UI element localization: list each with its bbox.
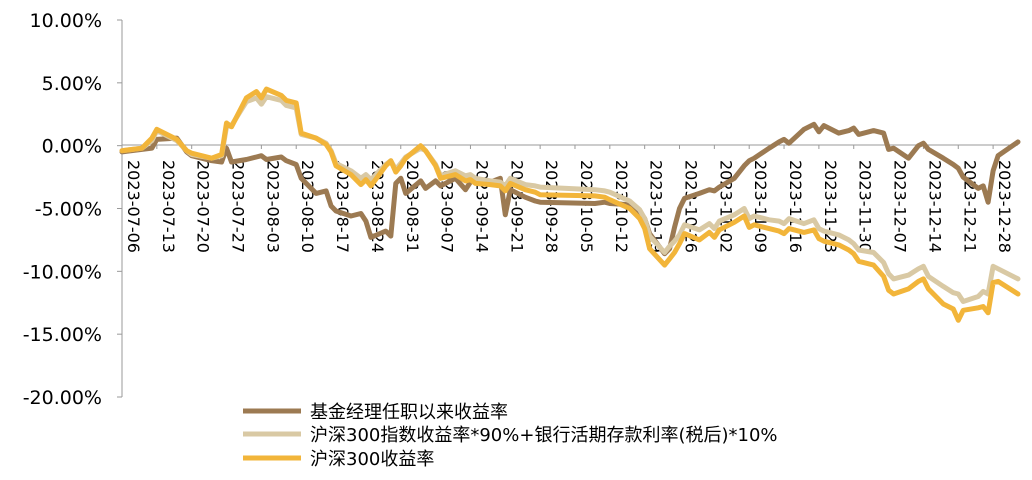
x-tick-label: 2023-11-02 xyxy=(716,160,735,253)
y-tick-label: -10.00% xyxy=(23,261,102,283)
legend-label-3: 沪深300收益率 xyxy=(310,449,434,470)
x-tick-label: 2023-12-07 xyxy=(891,160,910,253)
x-tick-label: 2023-11-16 xyxy=(786,160,805,253)
x-tick-label: 2023-12-28 xyxy=(995,160,1014,253)
x-tick-label: 2023-08-31 xyxy=(403,160,422,253)
x-tick-label: 2023-09-21 xyxy=(507,160,526,253)
x-tick-label: 2023-07-13 xyxy=(159,160,178,253)
y-tick-label: -20.00% xyxy=(23,387,102,409)
x-tick-label: 2023-08-17 xyxy=(333,160,352,253)
x-tick-label: 2023-10-19 xyxy=(647,160,666,253)
y-tick-label: -5.00% xyxy=(35,199,102,221)
x-tick-label: 2023-12-14 xyxy=(925,160,944,253)
legend-label-1: 基金经理任职以来收益率 xyxy=(310,402,508,423)
y-tick-label: 5.00% xyxy=(42,73,102,95)
y-tick-label: 0.00% xyxy=(42,136,102,158)
x-tick-label: 2023-10-05 xyxy=(577,160,596,253)
y-tick-label: 10.00% xyxy=(30,10,102,32)
series-line-1 xyxy=(119,121,1021,257)
x-tick-label: 2023-11-09 xyxy=(751,160,770,253)
x-tick-label: 2023-07-06 xyxy=(124,160,143,253)
legend-label-2: 沪深300指数收益率*90%+银行活期存款利率(税后)*10% xyxy=(310,425,778,446)
x-axis: 2023-07-06 2023-07-13 2023-07-20 2023-07-27… xyxy=(121,144,1018,253)
legend: 基金经理任职以来收益率沪深300指数收益率*90%+银行活期存款利率(税后)*1… xyxy=(243,402,778,470)
series-lines xyxy=(119,86,1021,323)
x-tick-label: 2023-09-28 xyxy=(542,160,561,253)
x-tick-label: 2023-08-03 xyxy=(263,160,282,253)
series-line-2 xyxy=(119,94,1021,304)
x-tick-label: 2023-07-20 xyxy=(194,160,213,253)
series-line-3 xyxy=(119,86,1021,323)
x-tick-label: 2023-11-30 xyxy=(856,160,875,253)
y-tick-label: -15.00% xyxy=(23,324,102,346)
x-tick-label: 2023-07-27 xyxy=(229,160,248,253)
x-tick-label: 2023-09-14 xyxy=(472,160,491,253)
y-axis: 10.00% 5.00% 0.00% -5.00% -10.00% -15.00% -20.… xyxy=(23,10,123,409)
